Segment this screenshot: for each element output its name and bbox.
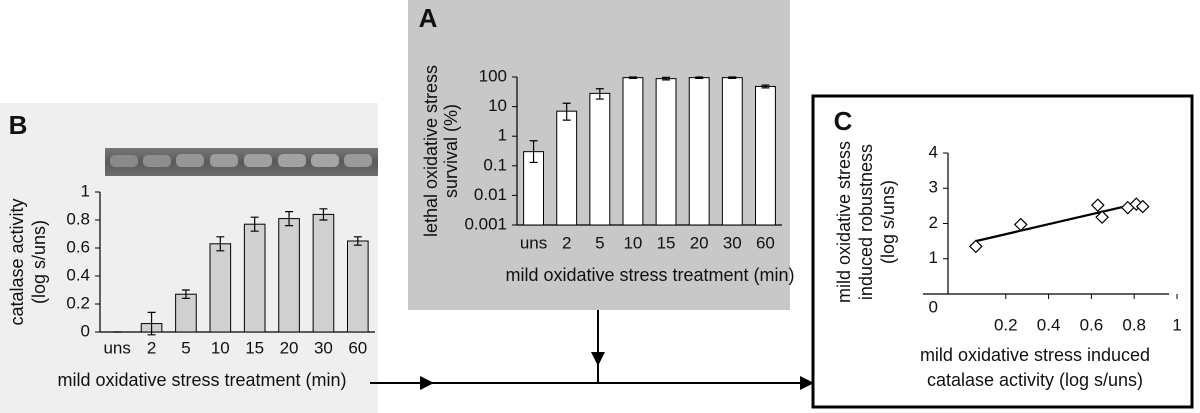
y-tick-label: 0.8	[66, 209, 90, 228]
error-bar	[147, 311, 156, 336]
error-bar	[695, 76, 704, 79]
x-axis-label: mild oxidative stress treatment (min)	[57, 370, 346, 390]
y-tick-label: 0.1	[483, 155, 507, 174]
y-tick-label: 0.001	[464, 214, 507, 233]
point	[1013, 217, 1028, 232]
y-tick-label: 0.01	[474, 185, 507, 204]
y-axis-label: mild oxidative stress	[834, 141, 854, 303]
panel-label: C	[834, 106, 853, 136]
bar	[688, 77, 710, 226]
x-tick-label: 20	[280, 338, 299, 357]
point	[1095, 210, 1109, 225]
y-axis-label: lethal oxidative stress	[421, 65, 441, 237]
x-tick-label: 60	[348, 338, 367, 357]
x-axis-label: catalase activity (log s/uns)	[927, 370, 1143, 390]
panel-label: B	[9, 110, 28, 140]
x-tick-label: 5	[595, 233, 604, 252]
bar	[755, 85, 776, 226]
y-tick-label: 0.2	[66, 293, 90, 312]
x-tick-label: 1	[1172, 315, 1181, 334]
error-bar	[181, 289, 190, 299]
x-tick-label: 0.8	[1122, 315, 1146, 334]
y-axis-label: survival (%)	[441, 104, 461, 198]
error-bar	[216, 236, 225, 252]
y-tick-label: 4	[929, 142, 938, 161]
x-tick-label: 10	[623, 233, 642, 252]
error-bar	[250, 216, 259, 232]
bar	[175, 293, 197, 333]
x-tick-label: uns	[103, 338, 130, 357]
x-tick-label: 20	[690, 233, 709, 252]
error-bar	[353, 236, 362, 246]
error-bar	[761, 84, 770, 89]
bar	[312, 213, 335, 333]
y-tick-label: 0	[81, 321, 90, 340]
y-tick-label: 2	[929, 213, 938, 232]
y-tick-label: 100	[479, 66, 507, 85]
x-tick-label: 10	[211, 338, 230, 357]
y-axis-label: (log s/uns)	[29, 220, 49, 304]
bar	[556, 110, 578, 226]
error-bar	[595, 88, 604, 100]
bar	[655, 78, 677, 226]
x-tick-label: 2	[147, 338, 156, 357]
x-tick-label: 30	[314, 338, 333, 357]
panel-label: A	[419, 3, 438, 33]
error-bar	[728, 76, 737, 79]
y-tick-label: 0	[929, 297, 938, 316]
x-tick-label: uns	[520, 233, 547, 252]
x-tick-label: 0.2	[994, 315, 1018, 334]
y-tick-label: 3	[929, 178, 938, 197]
panel-c-frame	[811, 94, 1194, 409]
bar	[622, 77, 644, 226]
y-axis-label: catalase activity	[7, 198, 27, 325]
error-bar	[628, 76, 637, 79]
trendline	[975, 201, 1144, 243]
bar	[243, 223, 266, 333]
bar	[589, 92, 611, 226]
y-tick-label: 0.6	[66, 237, 90, 256]
x-tick-label: 5	[181, 338, 190, 357]
point	[968, 239, 983, 254]
bar	[278, 218, 300, 333]
x-tick-label: 30	[723, 233, 742, 252]
y-tick-label: 0.4	[66, 265, 90, 284]
gel-image	[105, 148, 378, 176]
y-axis-label: induced robustness	[856, 144, 876, 300]
x-axis-label: mild oxidative stress treatment (min)	[505, 265, 794, 285]
x-tick-label: 15	[657, 233, 676, 252]
error-bar	[562, 102, 571, 121]
x-tick-label: 15	[245, 338, 264, 357]
x-tick-label: 0.6	[1080, 315, 1104, 334]
x-tick-label: 2	[562, 233, 571, 252]
bar	[721, 77, 743, 226]
point	[1090, 198, 1105, 213]
y-axis-label: (log s/uns)	[878, 180, 898, 264]
error-bar	[319, 208, 328, 221]
y-tick-label: 1	[929, 248, 938, 267]
flow-arrows	[370, 310, 814, 390]
y-tick-label: 1	[498, 126, 507, 145]
y-tick-label: 10	[488, 96, 507, 115]
error-bar	[529, 140, 538, 164]
error-bar	[285, 211, 294, 227]
y-tick-label: 1	[81, 181, 90, 200]
x-tick-label: 0.4	[1037, 315, 1061, 334]
bar	[209, 243, 232, 333]
bar	[347, 240, 369, 333]
error-bar	[662, 76, 671, 81]
x-axis-label: mild oxidative stress induced	[920, 345, 1150, 365]
point	[1135, 199, 1150, 214]
x-tick-label: 60	[756, 233, 775, 252]
